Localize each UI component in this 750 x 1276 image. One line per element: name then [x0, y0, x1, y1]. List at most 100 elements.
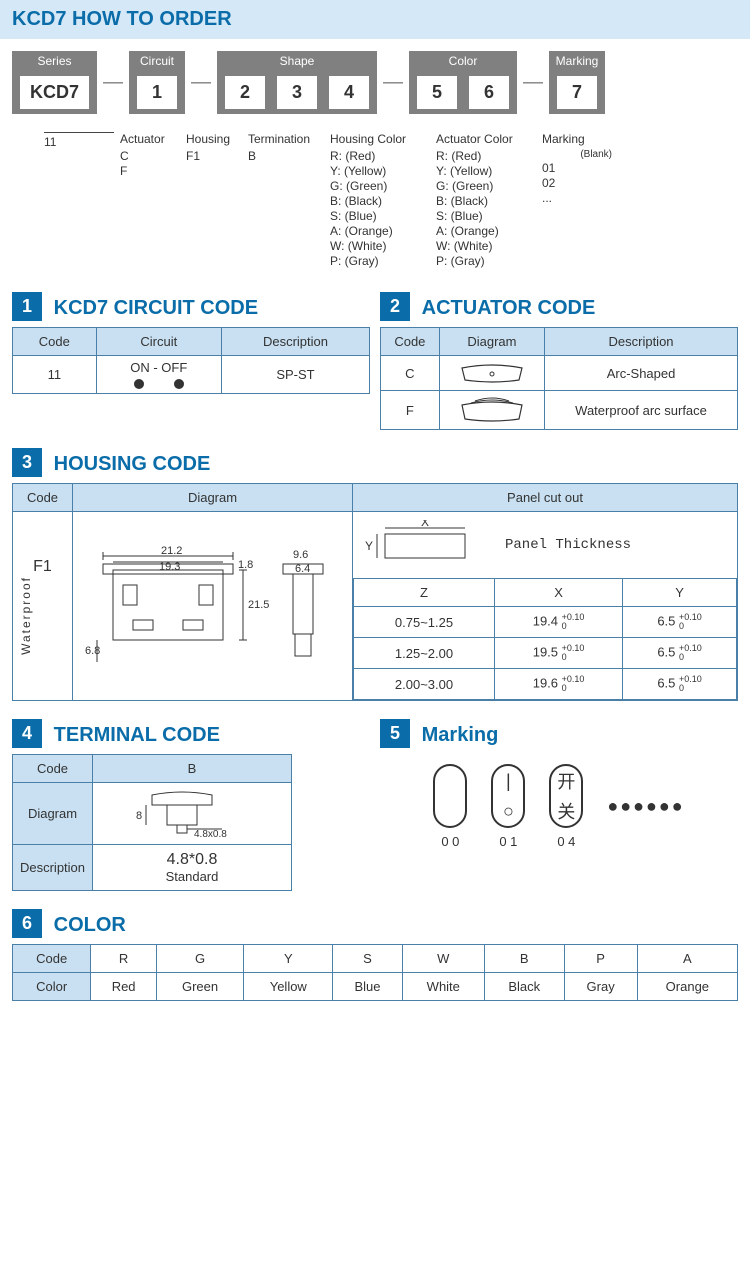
f1-sub: Waterproof — [19, 576, 33, 655]
f1-cell: F1 Waterproof — [13, 512, 73, 701]
td: 6.5 +0.100 — [623, 607, 737, 638]
legend-head: Housing — [186, 132, 242, 146]
th: Code — [13, 328, 97, 356]
label: Series — [38, 54, 72, 68]
th: Diagram — [73, 484, 353, 512]
panel-thickness-label: Panel Thickness — [505, 537, 631, 553]
td: S — [333, 945, 402, 973]
section-title: COLOR — [54, 914, 126, 936]
th: Circuit — [96, 328, 221, 356]
order-value: KCD7 — [18, 74, 91, 111]
section-title: HOUSING CODE — [54, 453, 211, 475]
section-num: 6 — [12, 909, 42, 938]
order-value: 5 — [415, 74, 459, 111]
td: 1.25~2.00 — [354, 638, 495, 669]
legend-head: Actuator Color — [436, 132, 536, 146]
legend-item: F1 — [186, 149, 242, 163]
legend-item: B: (Black) — [330, 194, 430, 208]
section-num: 1 — [12, 292, 42, 321]
td: 2.00~3.00 — [354, 669, 495, 700]
terminal-desc: 4.8*0.8 — [99, 851, 285, 869]
svg-text:Y: Y — [365, 539, 373, 553]
svg-text:X: X — [421, 520, 429, 529]
legend-item: G: (Green) — [436, 179, 536, 193]
order-value: 7 — [555, 74, 599, 111]
svg-text:6.4: 6.4 — [295, 563, 310, 575]
panel-cutout: X Y Panel Thickness Z X Y 0.75~1.25 19.4… — [353, 512, 738, 701]
th: Code — [13, 945, 91, 973]
legend-item: A: (Orange) — [436, 224, 536, 238]
order-marking: Marking 7 — [549, 51, 605, 114]
terminal-diagram: 8 4.8x0.8 — [93, 783, 292, 845]
mark-label: 0 4 — [557, 834, 575, 849]
panel-rect-icon: X Y — [365, 520, 485, 570]
label: Color — [449, 54, 478, 68]
legend-note: (Blank) — [542, 149, 612, 160]
order-value: 6 — [467, 74, 511, 111]
td: SP-ST — [221, 356, 369, 394]
td: Black — [484, 973, 564, 1001]
td: C — [381, 356, 440, 391]
order-value: 4 — [327, 74, 371, 111]
section-num: 2 — [380, 292, 410, 321]
svg-text:4.8x0.8: 4.8x0.8 — [194, 829, 227, 837]
legend-item: R: (Red) — [330, 149, 430, 163]
label: Circuit — [140, 54, 174, 68]
housing-diagram: 21.2 19.3 21.5 1.8 9.6 6.4 6.8 — [73, 512, 353, 701]
legend-note: 11 — [44, 132, 114, 149]
th: Diagram — [13, 783, 93, 845]
svg-text:8: 8 — [136, 810, 142, 822]
td: Green — [156, 973, 243, 1001]
legend-item: W: (White) — [330, 239, 430, 253]
label: Marking — [556, 54, 599, 68]
f1-code: F1 — [19, 558, 66, 576]
td: 4.8*0.8 Standard — [93, 845, 292, 891]
svg-text:9.6: 9.6 — [293, 549, 308, 561]
th: Description — [221, 328, 369, 356]
legend-item: S: (Blue) — [330, 209, 430, 223]
terminal-desc2: Standard — [99, 869, 285, 884]
td: A — [637, 945, 737, 973]
order-shape: Shape 2 3 4 — [217, 51, 377, 114]
mark-more-icon: ●●●●●● — [607, 796, 684, 817]
td: Yellow — [244, 973, 333, 1001]
td: Arc-Shaped — [545, 356, 738, 391]
section-title: TERMINAL CODE — [54, 724, 220, 746]
mark-04: 开关 0 4 — [549, 764, 583, 849]
legend-item: 02 — [542, 176, 612, 190]
circuit-table: Code Circuit Description 11 ON - OFF SP-… — [12, 327, 370, 394]
td: Red — [91, 973, 157, 1001]
legend-head: Housing Color — [330, 132, 430, 146]
legend-item: B: (Black) — [436, 194, 536, 208]
order-value: 2 — [223, 74, 267, 111]
td: B — [484, 945, 564, 973]
mark-label: 0 1 — [499, 834, 517, 849]
td: White — [402, 973, 484, 1001]
section-num: 4 — [12, 719, 42, 748]
svg-text:6.8: 6.8 — [85, 645, 100, 657]
legend-item: ... — [542, 191, 612, 205]
td: 11 — [13, 356, 97, 394]
dash: — — [189, 51, 213, 94]
order-value: 1 — [135, 74, 179, 111]
th: B — [93, 755, 292, 783]
mark-01: |○ 0 1 — [491, 764, 525, 849]
td: W — [402, 945, 484, 973]
th: X — [495, 579, 623, 607]
legend-item: A: (Orange) — [330, 224, 430, 238]
color-table: Code R G Y S W B P A Color Red Green Yel… — [12, 944, 738, 1001]
legend-item: 01 — [542, 161, 612, 175]
legend-item: Y: (Yellow) — [436, 164, 536, 178]
legend-item: W: (White) — [436, 239, 536, 253]
legend-item: S: (Blue) — [436, 209, 536, 223]
actuator-diagram-c — [439, 356, 544, 391]
td: Y — [244, 945, 333, 973]
mark-00: 0 0 — [433, 764, 467, 849]
legend-head: Actuator — [120, 132, 180, 146]
th: Diagram — [439, 328, 544, 356]
legend-item: R: (Red) — [436, 149, 536, 163]
legend-item: B — [248, 149, 324, 163]
svg-text:1.8: 1.8 — [238, 559, 253, 571]
actuator-diagram-f — [439, 391, 544, 430]
th: Code — [381, 328, 440, 356]
